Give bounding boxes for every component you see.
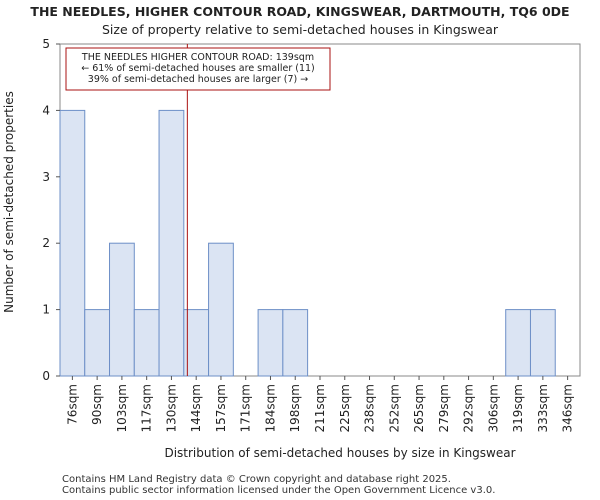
- x-tick-label: 130sqm: [164, 384, 178, 432]
- x-tick-label: 76sqm: [65, 384, 79, 425]
- bar-157sqm: [208, 242, 234, 377]
- x-tick-label: 198sqm: [288, 384, 302, 432]
- bar-90sqm: [84, 309, 111, 377]
- annotation-line: ← 61% of semi-detached houses are smalle…: [81, 63, 315, 74]
- bar-103sqm: [109, 242, 135, 377]
- x-tick-label: 238sqm: [363, 384, 377, 432]
- x-tick-label: 225sqm: [338, 384, 352, 432]
- footer-licence: Contains public sector information licen…: [62, 485, 496, 496]
- chart-title: THE NEEDLES, HIGHER CONTOUR ROAD, KINGSW…: [30, 4, 570, 19]
- annotation-box: [65, 47, 331, 91]
- y-tick-label: 5: [42, 37, 50, 51]
- bar-130sqm: [158, 109, 185, 377]
- y-tick-label: 2: [42, 236, 50, 250]
- x-tick-label: 265sqm: [412, 384, 426, 432]
- bar-333sqm: [529, 309, 556, 377]
- footer-copyright: Contains HM Land Registry data © Crown c…: [62, 474, 451, 485]
- x-tick-label: 117sqm: [140, 384, 154, 432]
- x-tick-label: 292sqm: [462, 384, 476, 432]
- x-tick-label: 171sqm: [239, 384, 253, 432]
- y-tick-label: 3: [42, 170, 50, 184]
- x-tick-label: 319sqm: [511, 384, 525, 432]
- x-tick-label: 184sqm: [263, 384, 277, 432]
- x-tick-label: 157sqm: [214, 384, 228, 432]
- bar-319sqm: [505, 309, 531, 377]
- y-tick-label: 1: [42, 303, 50, 317]
- y-axis-label: Number of semi-detached properties: [2, 91, 16, 313]
- bar-76sqm: [59, 109, 86, 377]
- bar-198sqm: [282, 309, 309, 377]
- y-tick-label: 4: [42, 103, 50, 117]
- x-tick-label: 252sqm: [387, 384, 401, 432]
- annotation-line: THE NEEDLES HIGHER CONTOUR ROAD: 139sqm: [81, 52, 314, 63]
- bar-117sqm: [133, 309, 160, 377]
- x-tick-label: 103sqm: [115, 384, 129, 432]
- x-tick-label: 333sqm: [536, 384, 550, 432]
- x-tick-label: 279sqm: [437, 384, 451, 432]
- x-axis-label: Distribution of semi-detached houses by …: [164, 446, 515, 460]
- bar-144sqm: [183, 309, 210, 377]
- x-tick-label: 306sqm: [486, 384, 500, 432]
- x-tick-label: 90sqm: [90, 384, 104, 425]
- chart-subtitle: Size of property relative to semi-detach…: [101, 22, 499, 37]
- bar-184sqm: [257, 309, 284, 377]
- x-tick-label: 211sqm: [313, 384, 327, 432]
- x-tick-label: 144sqm: [189, 384, 203, 432]
- x-tick-label: 346sqm: [561, 384, 575, 432]
- y-tick-label: 0: [42, 369, 50, 383]
- annotation-line: 39% of semi-detached houses are larger (…: [88, 74, 308, 85]
